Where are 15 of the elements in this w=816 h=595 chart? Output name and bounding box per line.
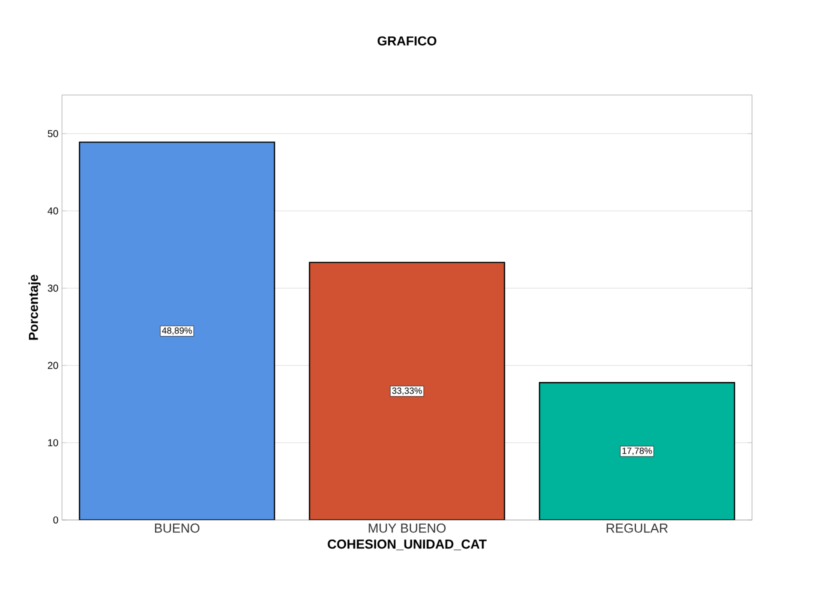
data-label: 33,33% [392, 388, 422, 395]
y-tick-label: 30 [48, 284, 58, 292]
y-tick-label: 20 [48, 362, 58, 369]
data-label: 48,89% [162, 327, 192, 335]
x-axis-title: COHESION_UNIDAD_CAT [328, 540, 487, 550]
y-tick-label: 50 [48, 130, 58, 138]
x-tick-label: MUY BUENO [368, 524, 446, 533]
y-axis-title: Porcentaje [28, 274, 41, 340]
chart-title: GRAFICO [378, 36, 436, 46]
data-label: 17,78% [622, 448, 652, 456]
y-tick-label: 0 [53, 516, 58, 524]
y-tick-label: 10 [48, 439, 58, 446]
x-tick-label: REGULAR [606, 524, 668, 533]
x-tick-label: BUENO [155, 524, 200, 533]
y-tick-label: 40 [48, 207, 58, 214]
